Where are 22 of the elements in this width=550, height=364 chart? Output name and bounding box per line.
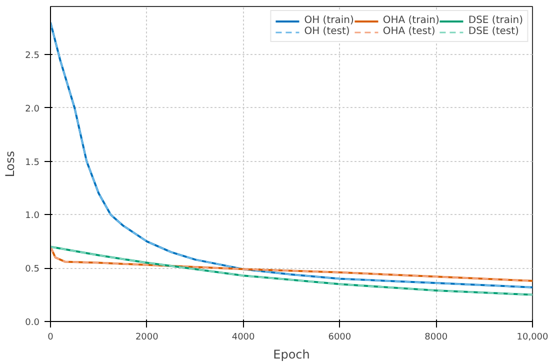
x-tick-label: 2000 xyxy=(135,332,159,342)
legend-label: OH (train) xyxy=(304,15,354,26)
x-tick-label: 4000 xyxy=(232,332,256,342)
x-tick-label: 6000 xyxy=(328,332,352,342)
y-tick-label: 2.5 xyxy=(25,51,40,62)
legend-label: OH (test) xyxy=(304,26,350,37)
line-series xyxy=(50,246,532,296)
legend-label: DSE (train) xyxy=(468,15,523,26)
x-tick-label: 0 xyxy=(48,332,54,342)
y-tick-label: 0.5 xyxy=(25,264,40,275)
x-tick-label: 8000 xyxy=(424,332,448,342)
y-axis-title: Loss xyxy=(3,150,18,178)
legend-label: OHA (train) xyxy=(382,15,440,26)
legend-label: DSE (test) xyxy=(468,26,519,37)
y-tick-label: 0.0 xyxy=(25,318,40,328)
x-tick-label: 10,000 xyxy=(516,332,549,342)
y-tick-label: 1.5 xyxy=(25,158,40,168)
x-axis-title: Epoch xyxy=(273,348,310,362)
y-tick-label: 2.0 xyxy=(25,104,40,114)
y-tick-label: 1.0 xyxy=(25,211,40,222)
line-series xyxy=(50,246,532,282)
legend-label: OHA (test) xyxy=(382,26,436,37)
